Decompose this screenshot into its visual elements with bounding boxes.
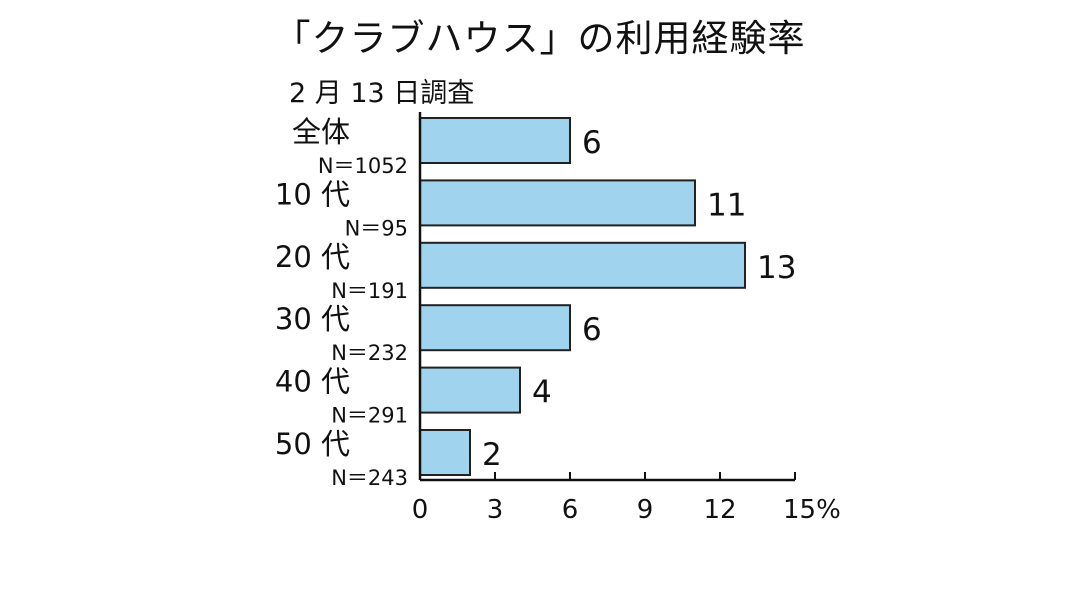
bar xyxy=(419,366,521,414)
value-label: 4 xyxy=(532,375,552,411)
x-tick-label: 6 xyxy=(562,495,579,525)
value-label: 13 xyxy=(757,250,796,286)
bar xyxy=(419,117,571,164)
category-label: 50 代 xyxy=(275,427,350,461)
category-label: 30 代 xyxy=(275,302,350,336)
sample-size-label: N＝232 xyxy=(331,341,408,365)
category-label: 全体 xyxy=(292,115,350,149)
category-label: 40 代 xyxy=(275,365,350,399)
sample-size-label: N＝191 xyxy=(331,279,408,303)
chart-subtitle: 2 月 13 日調査 xyxy=(289,78,475,109)
x-tick-label: 15% xyxy=(783,495,841,525)
x-tick-label: 12 xyxy=(703,495,736,525)
value-label: 6 xyxy=(582,125,602,161)
value-label: 11 xyxy=(707,187,746,223)
sample-size-label: N＝243 xyxy=(331,466,408,490)
chart-title: 「クラブハウス」の利用経験率 xyxy=(273,17,806,60)
value-label: 6 xyxy=(582,312,602,348)
category-label: 10 代 xyxy=(275,177,350,211)
x-tick-label: 0 xyxy=(412,495,429,525)
category-label: 20 代 xyxy=(275,240,350,274)
bars-group xyxy=(419,117,746,476)
bar xyxy=(419,429,471,476)
bar xyxy=(419,241,746,289)
x-tick-label: 9 xyxy=(637,495,654,525)
sample-size-label: N＝291 xyxy=(331,404,408,428)
sample-size-label: N＝1052 xyxy=(318,154,408,178)
x-axis: 0 3 6 9 12 15% xyxy=(412,112,841,525)
bar xyxy=(419,179,696,227)
value-label: 2 xyxy=(482,437,502,473)
sample-size-label: N＝95 xyxy=(345,216,408,240)
bar xyxy=(419,304,571,352)
x-tick-label: 3 xyxy=(487,495,504,525)
